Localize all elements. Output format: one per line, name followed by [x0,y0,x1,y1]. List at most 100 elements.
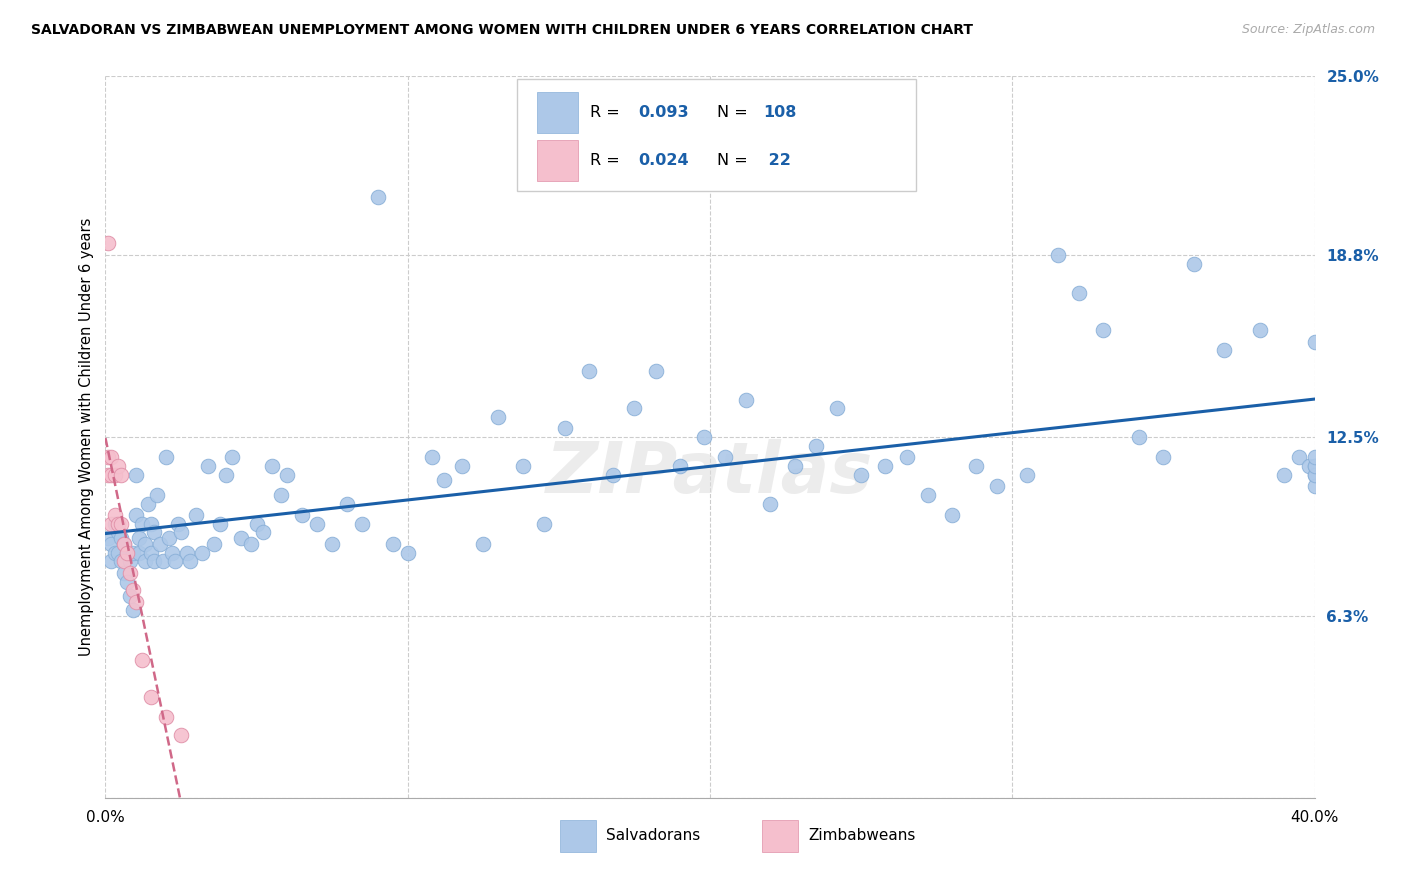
Point [110,467,132,482]
Point [124,595,148,609]
FancyBboxPatch shape [537,140,578,181]
Text: 0.024: 0.024 [638,153,689,168]
Point [623,401,645,416]
Point [112,566,135,580]
Point [115,546,138,560]
Point [420,450,443,465]
Point [170,525,193,540]
Point [451,458,474,473]
Point [152,554,174,568]
Point [142,525,165,540]
Point [103,467,125,482]
Point [488,409,510,424]
Text: 0.093: 0.093 [638,105,689,120]
Point [352,516,374,531]
Point [433,474,456,488]
Point [155,710,177,724]
Point [366,190,388,204]
Point [134,554,156,568]
Point [307,516,329,531]
Point [124,508,148,522]
Point [321,537,343,551]
Y-axis label: Unemployment Among Women with Children Under 6 years: Unemployment Among Women with Children U… [79,218,94,657]
Point [103,508,125,522]
Text: N =: N = [717,105,754,120]
Point [1249,323,1271,337]
Point [1182,257,1205,271]
Text: Zimbabweans: Zimbabweans [808,829,915,844]
Point [1067,285,1090,300]
Point [941,508,963,522]
Point [1092,323,1115,337]
Point [1298,458,1320,473]
Point [103,546,125,560]
Point [124,467,148,482]
Point [115,574,138,589]
Point [118,566,141,580]
Point [100,467,122,482]
Point [134,537,156,551]
Point [100,537,122,551]
Point [139,516,162,531]
Point [381,537,404,551]
Point [110,516,132,531]
Text: N =: N = [717,153,754,168]
Point [121,546,143,560]
Point [1128,430,1150,444]
Text: SALVADORAN VS ZIMBABWEAN UNEMPLOYMENT AMONG WOMEN WITH CHILDREN UNDER 6 YEARS CO: SALVADORAN VS ZIMBABWEAN UNEMPLOYMENT AM… [31,23,973,37]
Point [149,537,172,551]
Point [252,525,274,540]
Point [804,439,827,453]
Point [100,450,122,465]
Point [396,546,419,560]
Point [128,531,150,545]
Point [139,546,162,560]
Text: 22: 22 [763,153,792,168]
Text: Source: ZipAtlas.com: Source: ZipAtlas.com [1241,23,1375,37]
Point [155,450,177,465]
Point [533,516,555,531]
Point [97,531,120,545]
Point [146,488,169,502]
FancyBboxPatch shape [516,79,915,192]
Point [472,537,495,551]
Point [783,458,806,473]
Point [163,554,186,568]
Point [100,516,122,531]
FancyBboxPatch shape [537,92,578,133]
Point [107,458,129,473]
Point [202,537,225,551]
Point [1303,334,1326,349]
Text: R =: R = [591,105,626,120]
Point [131,652,153,666]
Point [107,525,129,540]
Point [714,450,737,465]
Point [118,589,141,603]
Point [669,458,692,473]
Point [260,458,283,473]
Point [179,554,201,568]
Point [112,537,135,551]
Point [291,508,314,522]
Point [1303,458,1326,473]
Point [97,236,120,251]
Point [115,546,138,560]
FancyBboxPatch shape [762,820,799,852]
Point [160,546,183,560]
Point [239,537,262,551]
Point [167,516,190,531]
Point [1153,450,1175,465]
Point [917,488,939,502]
Point [118,554,141,568]
Point [107,516,129,531]
Point [197,458,219,473]
Point [170,728,193,742]
Point [191,546,214,560]
Point [578,363,600,377]
Point [1303,479,1326,493]
Point [215,467,238,482]
Point [644,363,666,377]
Point [100,554,122,568]
Point [139,690,162,705]
Point [735,392,758,407]
